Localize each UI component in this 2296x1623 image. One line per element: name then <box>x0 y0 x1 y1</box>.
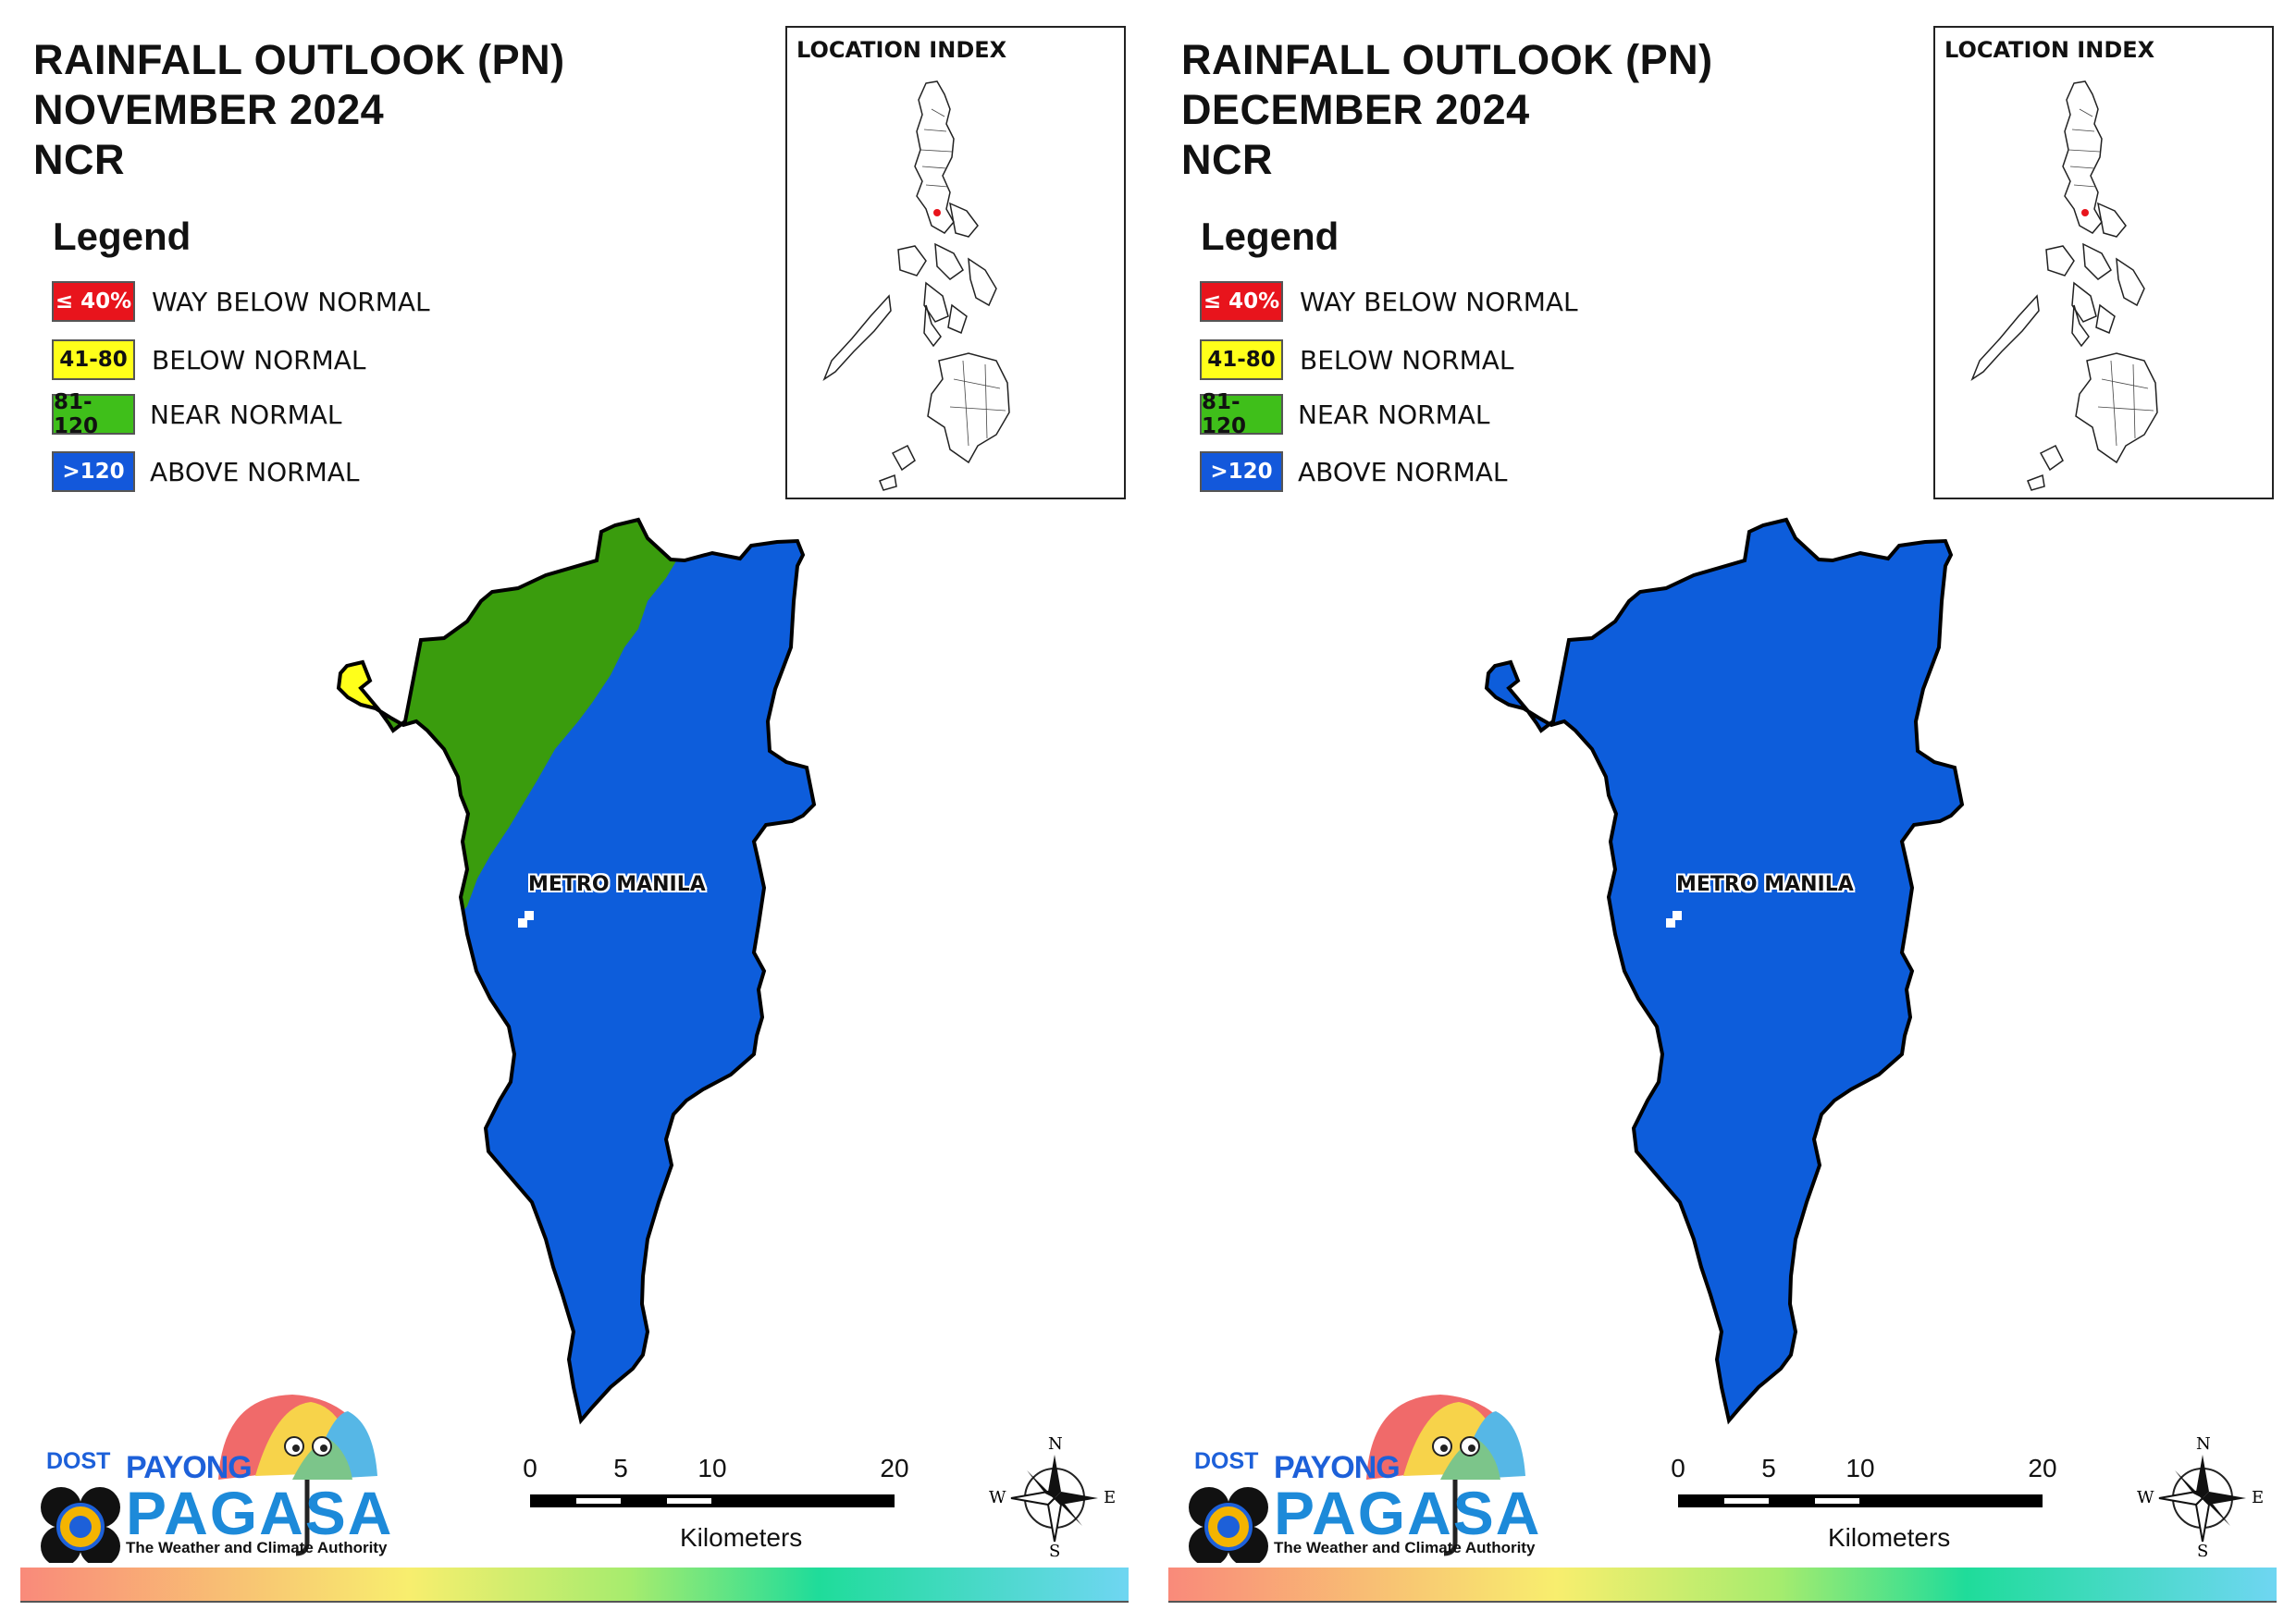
scale-bar: 0 5 10 20 Kilometers <box>513 1454 939 1565</box>
footer-gradient-bar <box>20 1568 1129 1603</box>
scale-tick-5: 5 <box>1761 1454 1776 1482</box>
panel-november: RAINFALL OUTLOOK (PN) NOVEMBER 2024 NCR … <box>20 26 1129 1603</box>
title-line-1: RAINFALL OUTLOOK (PN) <box>33 36 565 83</box>
legend-label: ABOVE NORMAL <box>1298 457 1508 487</box>
legend-label: NEAR NORMAL <box>150 400 342 430</box>
compass-w: W <box>989 1488 1006 1507</box>
umbrella-logo-icon <box>1189 1395 1525 1563</box>
umbrella-logo-icon <box>41 1395 377 1563</box>
metro-manila-label: METRO MANILA <box>1676 873 1854 896</box>
scale-unit: Kilometers <box>680 1523 803 1552</box>
title-line-1: RAINFALL OUTLOOK (PN) <box>1181 36 1713 83</box>
philippines-locator-map <box>1970 80 2158 491</box>
scale-tick-0: 0 <box>1671 1454 1685 1482</box>
legend-label: WAY BELOW NORMAL <box>1300 287 1578 317</box>
scale-bar: 0 5 10 20 Kilometers <box>1661 1454 2087 1565</box>
compass-w: W <box>2137 1488 2154 1507</box>
panel-title: RAINFALL OUTLOOK (PN) NOVEMBER 2024 NCR <box>33 35 565 185</box>
panel-title: RAINFALL OUTLOOK (PN) DECEMBER 2024 NCR <box>1181 35 1713 185</box>
scale-tick-20: 20 <box>880 1454 909 1482</box>
legend-swatch: >120 <box>52 451 135 492</box>
scale-tick-5: 5 <box>613 1454 628 1482</box>
footer-gradient-bar <box>1168 1568 2277 1603</box>
payong-text: PAYONG <box>1274 1450 1401 1485</box>
compass-rose-icon <box>2158 1455 2246 1543</box>
tagline-text: The Weather and Climate Authority <box>126 1539 388 1556</box>
dost-text: DOST <box>1194 1448 1259 1474</box>
compass-s: S <box>1049 1542 1061 1561</box>
legend-swatch: 81-120 <box>52 390 135 438</box>
scale-unit: Kilometers <box>1828 1523 1951 1552</box>
above-normal-zone <box>1484 517 1965 1425</box>
legend-swatch: ≤ 40% <box>52 281 135 322</box>
legend-swatch: >120 <box>1200 451 1283 492</box>
location-index-inset: LOCATION INDEX <box>785 26 1126 499</box>
dost-text: DOST <box>46 1448 111 1474</box>
below-normal-zone <box>339 657 389 735</box>
compass-rose-icon <box>1010 1455 1098 1543</box>
title-line-3: NCR <box>33 136 125 183</box>
legend-label: BELOW NORMAL <box>152 345 366 375</box>
legend-title: Legend <box>1201 215 1339 258</box>
legend-label: BELOW NORMAL <box>1300 345 1514 375</box>
compass-s: S <box>2197 1542 2209 1561</box>
legend-label: ABOVE NORMAL <box>150 457 360 487</box>
scale-bar-graphic <box>1678 1494 2043 1507</box>
payong-text: PAYONG <box>126 1450 253 1485</box>
payong-pagasa-logo: DOST PAYONG PAGASA The Weather and Clima… <box>33 1387 394 1563</box>
inset-title: LOCATION INDEX <box>1944 37 2155 63</box>
legend-swatch: 41-80 <box>1200 339 1283 380</box>
scale-tick-10: 10 <box>1845 1454 1875 1482</box>
title-line-2: DECEMBER 2024 <box>1181 86 1530 133</box>
ncr-locator-marker <box>2081 209 2089 216</box>
compass-e: E <box>2252 1488 2265 1507</box>
philippines-locator-map <box>822 80 1010 491</box>
scale-tick-20: 20 <box>2028 1454 2057 1482</box>
gradient-strip <box>1168 1568 2277 1601</box>
scale-tick-10: 10 <box>697 1454 727 1482</box>
legend-swatch: 81-120 <box>1200 390 1283 438</box>
legend-label: WAY BELOW NORMAL <box>152 287 430 317</box>
pagasa-text: PAGASA <box>1274 1479 1542 1547</box>
scale-bar-graphic <box>530 1494 895 1507</box>
compass-n: N <box>2196 1434 2211 1454</box>
title-line-2: NOVEMBER 2024 <box>33 86 385 133</box>
title-line-3: NCR <box>1181 136 1273 183</box>
north-arrow: N S W E <box>2133 1434 2272 1561</box>
legend-swatch: ≤ 40% <box>1200 281 1283 322</box>
metro-manila-label: METRO MANILA <box>528 873 706 896</box>
location-index-inset: LOCATION INDEX <box>1933 26 2274 499</box>
inset-title: LOCATION INDEX <box>796 37 1007 63</box>
gradient-strip <box>20 1568 1129 1601</box>
legend-swatch: 41-80 <box>52 339 135 380</box>
ncr-rainfall-map <box>1484 517 1965 1425</box>
compass-e: E <box>1104 1488 1117 1507</box>
scale-tick-0: 0 <box>523 1454 537 1482</box>
tagline-text: The Weather and Climate Authority <box>1274 1539 1536 1556</box>
ncr-rainfall-map <box>336 517 817 1425</box>
legend-title: Legend <box>53 215 191 258</box>
ncr-locator-marker <box>933 209 941 216</box>
north-arrow: N S W E <box>985 1434 1124 1561</box>
pagasa-text: PAGASA <box>126 1479 394 1547</box>
legend-label: NEAR NORMAL <box>1298 400 1490 430</box>
compass-n: N <box>1048 1434 1063 1454</box>
payong-pagasa-logo: DOST PAYONG PAGASA The Weather and Clima… <box>1181 1387 1542 1563</box>
ncr-boundary <box>336 517 817 1425</box>
panel-december: RAINFALL OUTLOOK (PN) DECEMBER 2024 NCR … <box>1148 0 2296 1623</box>
